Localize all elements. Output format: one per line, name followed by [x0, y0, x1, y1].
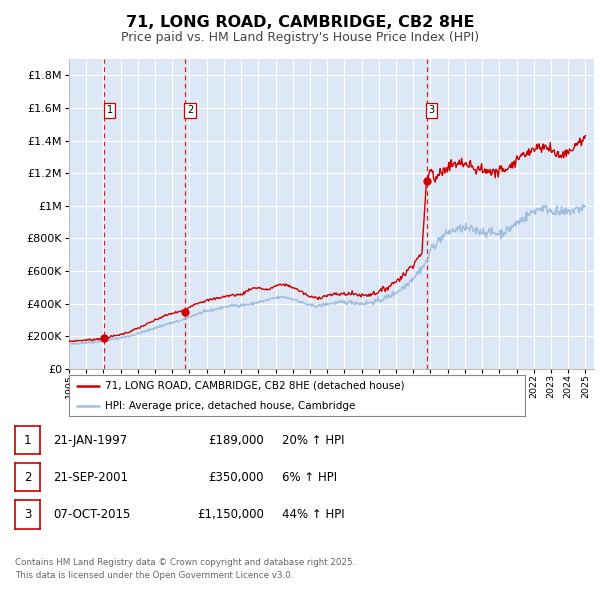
Text: 71, LONG ROAD, CAMBRIDGE, CB2 8HE: 71, LONG ROAD, CAMBRIDGE, CB2 8HE	[126, 15, 474, 30]
Text: HPI: Average price, detached house, Cambridge: HPI: Average price, detached house, Camb…	[106, 401, 356, 411]
Text: 2: 2	[24, 471, 31, 484]
Text: 1: 1	[107, 105, 113, 115]
Text: 21-SEP-2001: 21-SEP-2001	[53, 471, 128, 484]
Text: £189,000: £189,000	[208, 434, 264, 447]
Text: 20% ↑ HPI: 20% ↑ HPI	[282, 434, 344, 447]
Text: 1: 1	[24, 434, 31, 447]
Text: 3: 3	[24, 508, 31, 521]
Text: Price paid vs. HM Land Registry's House Price Index (HPI): Price paid vs. HM Land Registry's House …	[121, 31, 479, 44]
Text: 44% ↑ HPI: 44% ↑ HPI	[282, 508, 344, 521]
Text: 3: 3	[428, 105, 435, 115]
Text: Contains HM Land Registry data © Crown copyright and database right 2025.: Contains HM Land Registry data © Crown c…	[15, 558, 355, 566]
Text: £350,000: £350,000	[209, 471, 264, 484]
Text: 71, LONG ROAD, CAMBRIDGE, CB2 8HE (detached house): 71, LONG ROAD, CAMBRIDGE, CB2 8HE (detac…	[106, 381, 405, 391]
Text: £1,150,000: £1,150,000	[197, 508, 264, 521]
Text: 2: 2	[187, 105, 193, 115]
Text: 07-OCT-2015: 07-OCT-2015	[53, 508, 130, 521]
Text: 6% ↑ HPI: 6% ↑ HPI	[282, 471, 337, 484]
Text: This data is licensed under the Open Government Licence v3.0.: This data is licensed under the Open Gov…	[15, 571, 293, 579]
Text: 21-JAN-1997: 21-JAN-1997	[53, 434, 127, 447]
